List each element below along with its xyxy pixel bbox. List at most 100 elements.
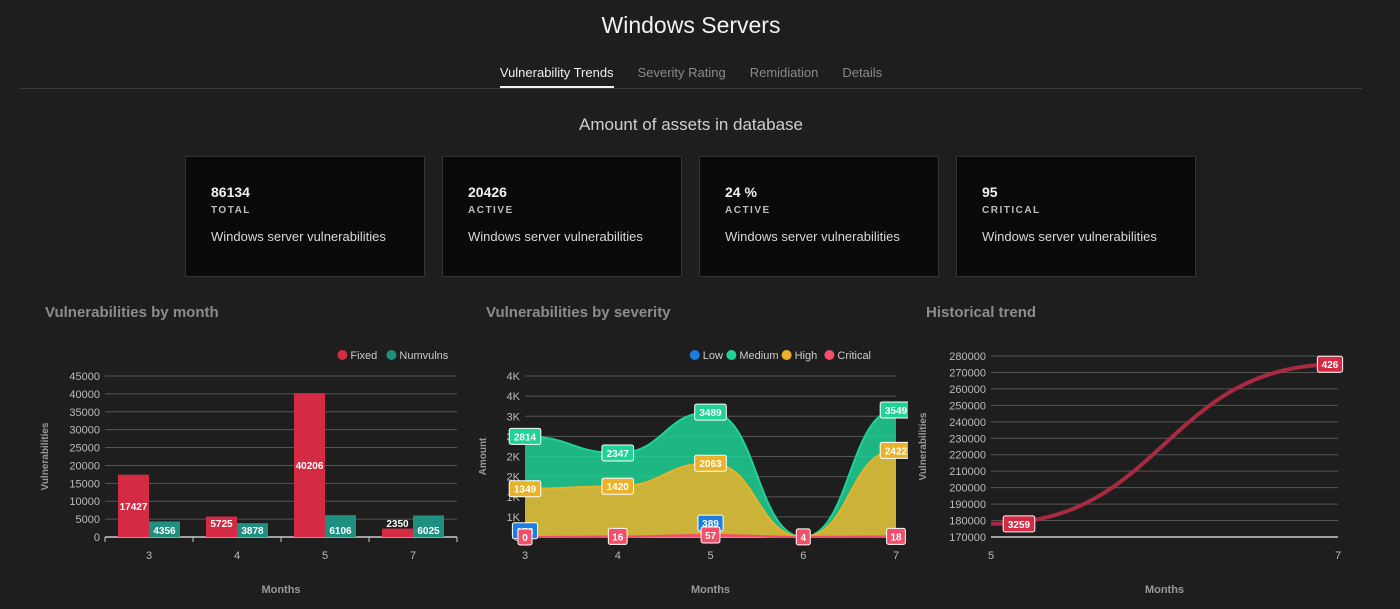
bar-label: 6106 <box>329 526 352 537</box>
y-tick-label: 200000 <box>949 483 986 495</box>
page-title: Windows Servers <box>601 12 781 38</box>
point-label-medium: 3489 <box>699 408 722 419</box>
y-tick-label: 190000 <box>949 499 986 511</box>
bar-label: 40206 <box>296 461 324 472</box>
y-tick-label: 4K <box>507 371 521 383</box>
tab-severity-rating[interactable]: Severity Rating <box>637 65 726 80</box>
stat-description: Windows server vulnerabilities <box>725 229 900 244</box>
point-label-high: 1349 <box>514 485 537 496</box>
chart-title-by-month: Vulnerabilities by month <box>45 304 219 321</box>
legend-label: High <box>795 350 818 362</box>
stat-value: 95 <box>982 184 998 200</box>
stat-description: Windows server vulnerabilities <box>211 229 386 244</box>
point-label-start: 3259 <box>1008 520 1031 531</box>
stat-label: TOTAL <box>211 205 251 216</box>
stat-label: ACTIVE <box>725 205 771 216</box>
line-chart-historical-trend: 170000 180000 190000 200000 210000 220000 2300… <box>918 351 1344 596</box>
point-label-critical-box <box>795 528 811 546</box>
x-axis-title: Months <box>261 584 300 596</box>
y-tick-label: 20000 <box>69 460 100 472</box>
bar-numvulns <box>325 515 356 537</box>
point-label-critical: 18 <box>890 532 902 543</box>
x-tick-label: 5 <box>322 550 328 562</box>
y-tick-label: 25000 <box>69 443 100 455</box>
area-chart-vulnerabilities-by-severity: 01K1K2K2K3K3K4K4KAmountMonths34567173389… <box>478 350 908 596</box>
x-tick-label: 4 <box>615 550 621 562</box>
chart-title-by-severity: Vulnerabilities by severity <box>486 304 671 321</box>
bar-chart-vulnerabilities-by-month: 0 5000 10000 15000 20000 25000 30000 35000 40000… <box>40 350 458 596</box>
point-label-critical-box <box>607 527 628 545</box>
point-label-high-box <box>601 477 635 495</box>
stat-value: 24 % <box>725 184 757 200</box>
x-tick-label: 7 <box>410 550 416 562</box>
x-tick-label: 4 <box>234 550 240 562</box>
legend-label: Critical <box>837 350 871 362</box>
y-tick-label: 15000 <box>69 478 100 490</box>
tab-bar: Vulnerability Trends Severity Rating Rem… <box>20 62 1362 89</box>
point-label-high-box <box>508 480 542 498</box>
point-label-start-box <box>1002 515 1036 533</box>
point-label-critical: 4 <box>800 533 806 544</box>
tab-remidiation[interactable]: Remidiation <box>749 65 819 80</box>
y-tick-label: 2K <box>507 452 521 464</box>
x-tick-label: 7 <box>893 550 899 562</box>
y-tick-label: 220000 <box>949 450 986 462</box>
y-tick-label: 280000 <box>949 351 986 363</box>
legend-marker <box>726 350 737 360</box>
legend-label: Medium <box>739 350 778 362</box>
y-tick-label: 4K <box>507 391 521 403</box>
y-tick-label: 270000 <box>949 367 986 379</box>
y-tick-label: 3K <box>507 411 521 423</box>
stat-card-active: 20426 ACTIVE Windows server vulnerabilit… <box>442 156 682 277</box>
bar-numvulns <box>149 521 180 537</box>
point-label-medium-box <box>601 444 635 462</box>
point-label-high: 2063 <box>699 459 722 470</box>
y-tick-label: 40000 <box>69 389 100 401</box>
x-tick-label: 3 <box>522 550 528 562</box>
bar-numvulns <box>413 515 444 537</box>
legend-marker <box>824 350 835 360</box>
stat-card-critical: 95 CRITICAL Windows server vulnerabiliti… <box>956 156 1196 277</box>
tab-details[interactable]: Details <box>842 65 883 80</box>
area-high <box>525 450 896 537</box>
y-tick-label: 5000 <box>76 514 100 526</box>
y-tick-label: 240000 <box>949 417 986 429</box>
point-label-high-box <box>879 441 908 459</box>
summary-title: Amount of assets in database <box>579 115 803 134</box>
y-axis-title: Vulnerabilities <box>918 412 929 480</box>
point-label-end-box <box>1316 355 1344 373</box>
y-tick-label: 180000 <box>949 516 986 528</box>
point-label-high: 2422 <box>885 446 908 457</box>
x-tick-label: 7 <box>1335 550 1341 562</box>
bar-numvulns <box>237 523 268 537</box>
point-label-critical-box <box>517 528 533 546</box>
point-label-end: 426 <box>1322 360 1339 371</box>
y-tick-label: 1K <box>507 512 521 524</box>
x-axis-title: Months <box>1145 584 1184 596</box>
x-tick-label: 6 <box>800 550 806 562</box>
point-label-critical-box <box>700 526 721 544</box>
line-medium <box>524 409 897 539</box>
point-label-medium: 3549 <box>885 406 908 417</box>
point-label-medium: 2814 <box>514 432 537 443</box>
x-tick-label: 5 <box>988 550 994 562</box>
y-tick-label: 250000 <box>949 400 986 412</box>
point-label-critical: 0 <box>522 533 528 544</box>
y-tick-label: 260000 <box>949 384 986 396</box>
bar-fixed <box>118 474 149 537</box>
tab-vulnerability-trends[interactable]: Vulnerability Trends <box>499 62 614 88</box>
y-tick-label: 35000 <box>69 407 100 419</box>
point-label-medium-box <box>879 401 908 419</box>
bar-fixed <box>294 393 325 537</box>
stat-label: CRITICAL <box>982 205 1041 216</box>
bar-label: 3878 <box>241 526 264 537</box>
legend-marker <box>386 350 397 360</box>
y-tick-label: 45000 <box>69 371 100 383</box>
y-tick-label: 10000 <box>69 496 100 508</box>
bar-fixed <box>206 516 237 537</box>
stat-label: ACTIVE <box>468 205 514 216</box>
point-label-medium-box <box>508 427 542 445</box>
point-label-medium: 2347 <box>607 449 630 460</box>
y-axis-title: Vulnerabilities <box>40 422 51 490</box>
line-high <box>524 449 897 539</box>
